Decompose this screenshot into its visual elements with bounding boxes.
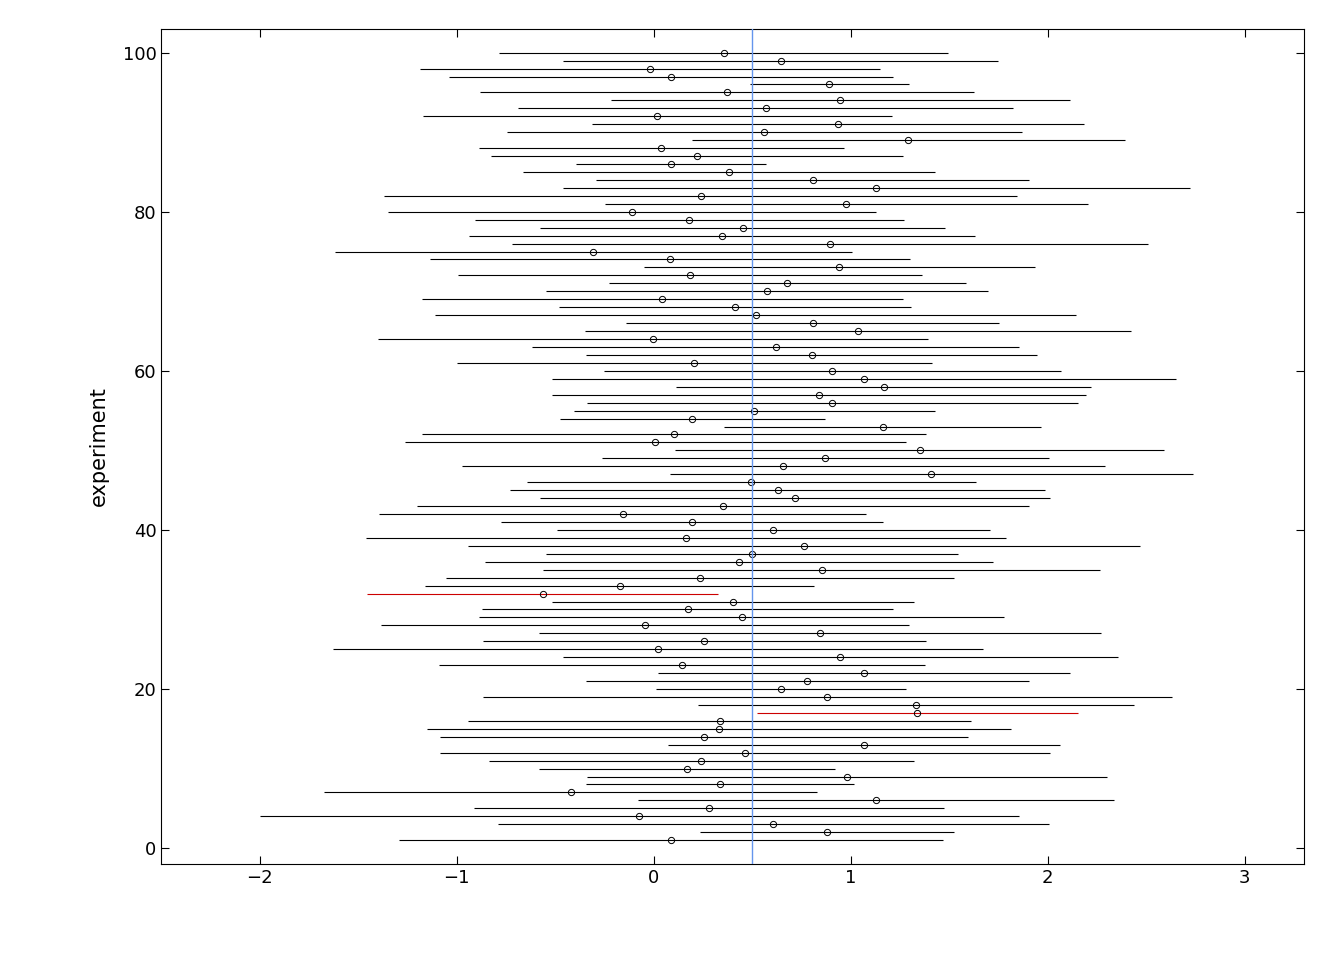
Y-axis label: experiment: experiment: [89, 387, 109, 506]
